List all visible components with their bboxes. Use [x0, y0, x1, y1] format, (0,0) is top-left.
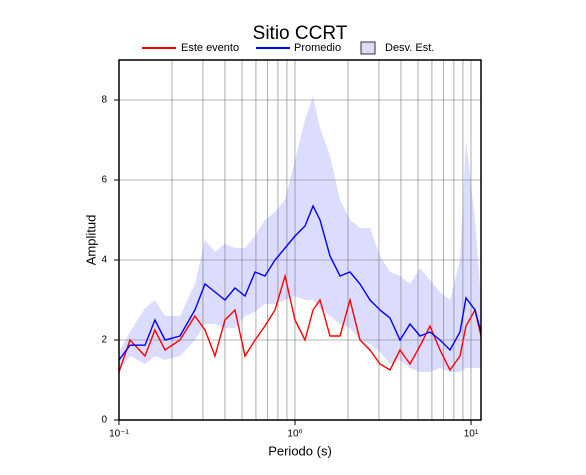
legend-label: Este evento	[181, 42, 239, 54]
x-axis-label: Periodo (s)	[268, 443, 332, 458]
legend-label: Desv. Est.	[385, 42, 434, 54]
plot-frame	[118, 59, 482, 421]
x-tick-label: 10⁻¹	[109, 429, 129, 440]
y-tick-label: 0	[101, 415, 107, 426]
legend-swatch	[360, 41, 376, 55]
y-tick-label: 6	[101, 175, 107, 186]
x-tick-label: 10⁰	[287, 429, 302, 440]
y-tick-label: 2	[101, 335, 107, 346]
x-tick-label: 10¹	[464, 429, 479, 440]
y-tick-label: 8	[101, 95, 107, 106]
series-line	[118, 204, 482, 361]
series-line	[118, 273, 482, 373]
y-axis-label: Amplitud	[83, 215, 98, 266]
std-band	[119, 96, 481, 372]
y-tick-label: 4	[101, 255, 107, 266]
chart-title: Sitio CCRT	[253, 23, 348, 44]
legend-label: Promedio	[294, 42, 341, 54]
